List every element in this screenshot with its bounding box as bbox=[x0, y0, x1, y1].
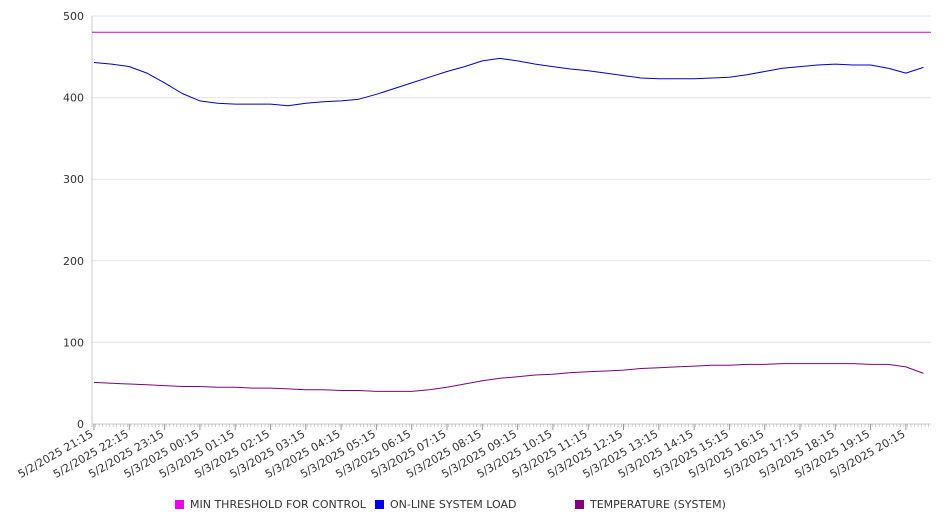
y-tick-label: 100 bbox=[63, 336, 84, 349]
series-line-system-load bbox=[93, 57, 924, 107]
y-tick-label: 300 bbox=[63, 173, 84, 186]
y-tick-label: 0 bbox=[77, 418, 84, 431]
legend: MIN THRESHOLD FOR CONTROL ON-LINE SYSTEM… bbox=[0, 498, 946, 514]
legend-label: ON-LINE SYSTEM LOAD bbox=[390, 498, 517, 511]
y-tick-label: 200 bbox=[63, 255, 84, 268]
series-line-temperature bbox=[93, 363, 924, 392]
gridlines bbox=[92, 15, 931, 343]
y-tick-label: 400 bbox=[63, 92, 84, 105]
legend-item-system-load: ON-LINE SYSTEM LOAD bbox=[375, 498, 516, 511]
legend-label: TEMPERATURE (SYSTEM) bbox=[590, 498, 726, 511]
axes bbox=[91, 16, 931, 430]
series-lines bbox=[92, 31, 931, 392]
legend-item-temperature: TEMPERATURE (SYSTEM) bbox=[575, 498, 726, 511]
legend-swatch-icon bbox=[575, 500, 584, 509]
legend-item-min-threshold: MIN THRESHOLD FOR CONTROL bbox=[175, 498, 366, 511]
x-tick-labels: 5/2/2025 21:155/2/2025 22:155/2/2025 23:… bbox=[16, 427, 908, 481]
y-tick-label: 500 bbox=[63, 10, 84, 23]
y-tick-labels: 0 100 200 300 400 500 bbox=[63, 10, 84, 431]
legend-swatch-icon bbox=[175, 500, 184, 509]
legend-label: MIN THRESHOLD FOR CONTROL bbox=[190, 498, 366, 511]
legend-swatch-icon bbox=[375, 500, 384, 509]
